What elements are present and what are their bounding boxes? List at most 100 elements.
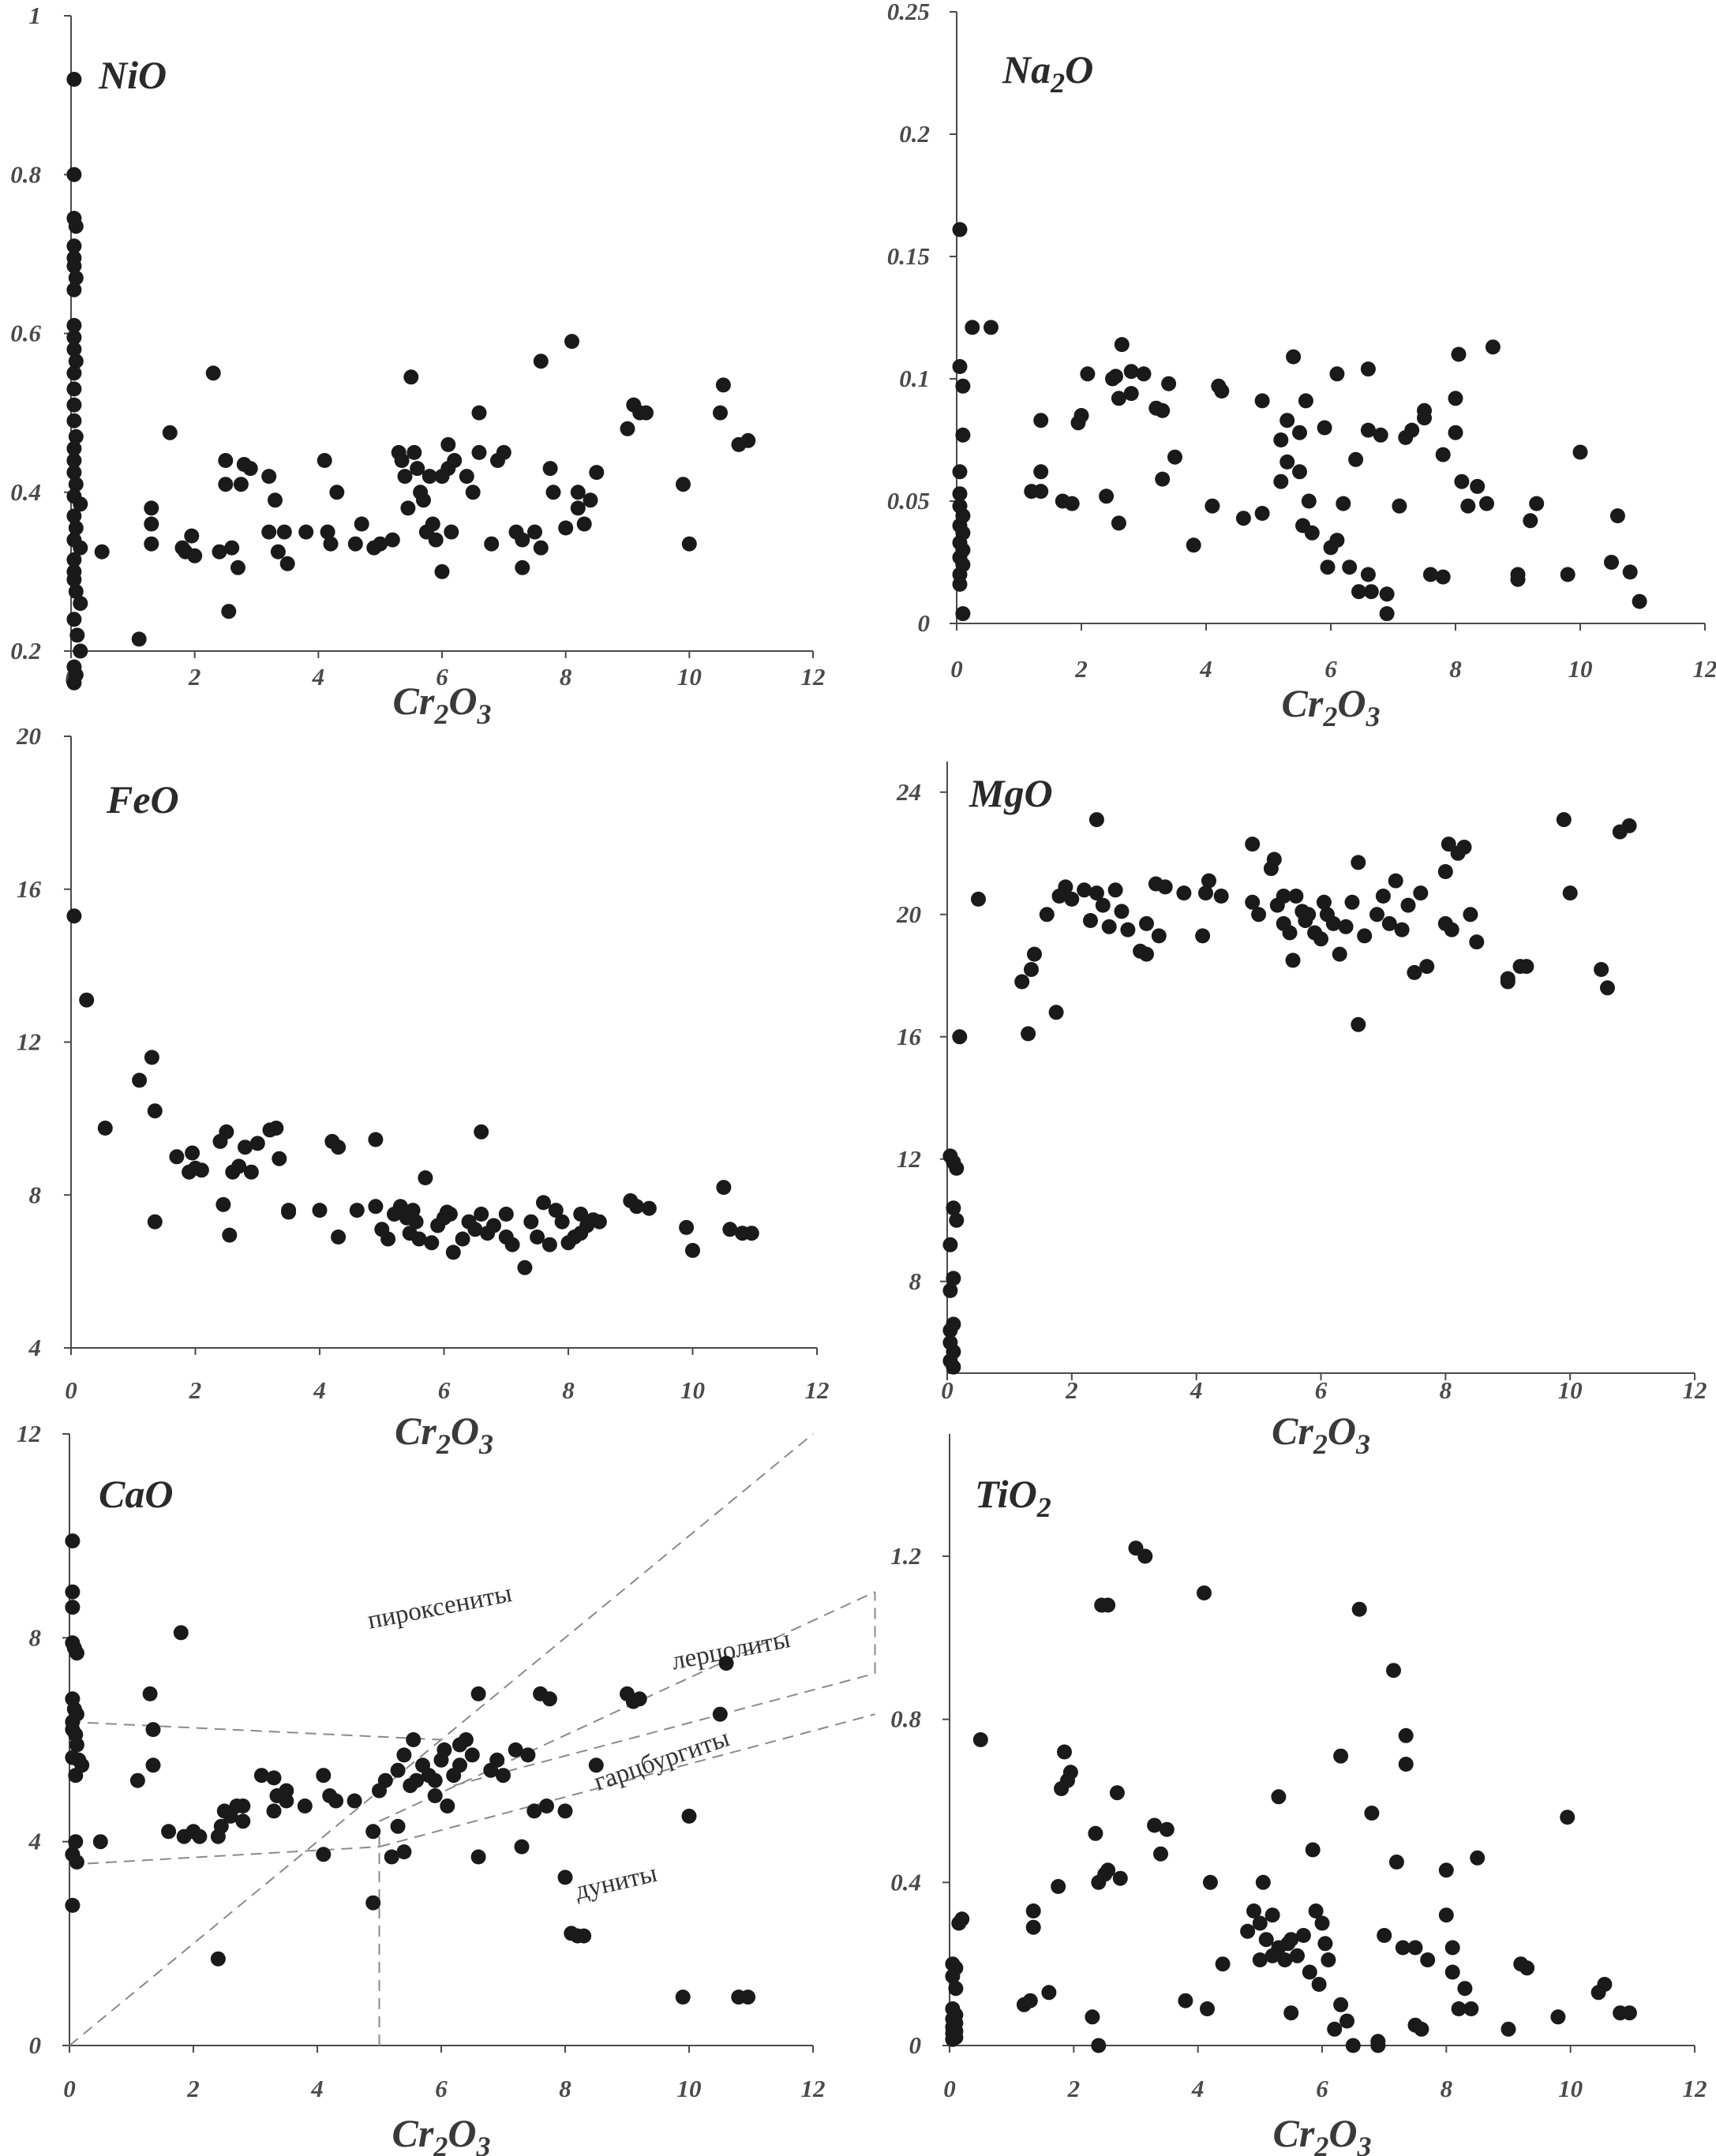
mgo-data-point — [946, 1271, 961, 1286]
na2o-data-point — [1435, 447, 1451, 462]
na2o-data-point — [1317, 420, 1332, 436]
na2o-data-point — [955, 606, 971, 622]
nio-data-point — [69, 627, 85, 643]
nio-data-point — [447, 453, 463, 468]
feo-data-point — [474, 1207, 489, 1222]
mgo-data-point — [1195, 928, 1211, 944]
na2o-x-tick-label: 6 — [1324, 655, 1337, 683]
nio-x-tick-label: 10 — [677, 663, 702, 691]
mgo-data-point — [946, 1359, 961, 1375]
cao-field-boundary — [379, 1713, 875, 1848]
cao-data-point — [279, 1783, 294, 1799]
cao-y-tick-label: 4 — [28, 1828, 42, 1855]
cao-data-point — [675, 1989, 691, 2005]
na2o-panel-title-part: Na — [1002, 47, 1051, 92]
tio2-data-point — [1202, 1874, 1218, 1890]
na2o-data-point — [1254, 506, 1270, 521]
tio2-data-point — [1147, 1817, 1163, 1833]
cao-x-tick-label: 0 — [63, 2075, 76, 2102]
mgo-x-tick-label: 4 — [1190, 1376, 1203, 1404]
nio-data-point — [66, 675, 82, 691]
cao-field-label: гарцбургиты — [590, 1724, 733, 1796]
na2o-data-point — [984, 320, 999, 335]
cao-data-point — [514, 1839, 530, 1855]
feo-data-point — [486, 1218, 501, 1233]
nio-data-point — [270, 544, 286, 560]
feo-data-point — [418, 1170, 433, 1185]
nio-data-point — [73, 596, 88, 612]
nio-y-tick-label: 0.2 — [10, 637, 41, 664]
feo-data-point — [169, 1149, 185, 1165]
na2o-data-point — [1417, 410, 1432, 426]
na2o-data-point — [1123, 364, 1139, 380]
mgo-data-point — [1285, 953, 1301, 968]
feo-data-point — [331, 1230, 347, 1245]
na2o-y-tick-label: 0.15 — [887, 242, 930, 270]
cao-data-point — [328, 1793, 344, 1809]
feo-data-point — [530, 1230, 545, 1245]
na2o-data-point — [1114, 337, 1130, 353]
feo-data-point — [222, 1227, 238, 1243]
cao-data-point — [396, 1844, 412, 1860]
feo-data-point — [144, 1050, 159, 1065]
mgo-data-point — [971, 891, 986, 907]
nio-data-point — [218, 477, 234, 492]
mgo-data-point — [1213, 889, 1229, 904]
mgo-x-tick-label: 8 — [1440, 1376, 1452, 1404]
feo-data-point — [231, 1158, 247, 1174]
tio2-panel-title-part: 2 — [1036, 1492, 1051, 1523]
tio2-data-point — [1283, 2005, 1299, 2021]
feo-data-point — [442, 1207, 458, 1222]
mgo-data-point — [1562, 885, 1578, 901]
cao-panel-title: CaO — [99, 1472, 173, 1516]
mgo-x-tick-label: 6 — [1315, 1376, 1328, 1404]
cao-data-point — [68, 1834, 84, 1850]
feo-y-tick-label: 4 — [28, 1334, 42, 1361]
na2o-data-point — [1448, 425, 1463, 440]
mgo-data-point — [1048, 1005, 1064, 1020]
feo-x-axis-title: Cr2O3 — [395, 1409, 493, 1460]
na2o-data-point — [952, 576, 968, 592]
cao-data-point — [377, 1772, 393, 1788]
tio2-data-point — [1022, 1993, 1038, 2008]
na2o-data-point — [1360, 567, 1376, 582]
feo-data-point — [467, 1222, 483, 1237]
tio2-data-point — [1457, 1981, 1473, 1997]
tio2-data-point — [1398, 1757, 1414, 1772]
cao-panel: 0 2 4 6 8 10 1204812пироксенитылерцолитыгарцбу… — [17, 1420, 876, 2156]
feo-data-point — [368, 1199, 384, 1215]
na2o-data-point — [1470, 478, 1486, 494]
tio2-data-point — [1025, 1919, 1041, 1935]
tio2-x-axis-title-part: O — [1328, 2111, 1357, 2155]
tio2-data-point — [1470, 1850, 1486, 1866]
cao-data-point — [631, 1691, 647, 1707]
na2o-data-point — [1033, 413, 1049, 429]
nio-data-point — [347, 536, 363, 552]
cao-x-tick-label: 4 — [310, 2075, 324, 2102]
na2o-data-point — [1485, 339, 1501, 355]
na2o-data-point — [1108, 369, 1123, 384]
feo-data-point — [445, 1245, 461, 1260]
na2o-data-point — [1280, 413, 1295, 429]
mgo-data-point — [1469, 934, 1485, 950]
nio-data-point — [268, 492, 283, 508]
mgo-data-point — [1088, 885, 1104, 901]
nio-data-point — [66, 238, 82, 254]
tio2-data-point — [1308, 1903, 1324, 1918]
nio-data-point — [68, 270, 84, 286]
feo-y-tick-label: 12 — [17, 1028, 41, 1056]
na2o-panel-title-part: 2 — [1050, 67, 1065, 99]
na2o-data-point — [1080, 366, 1096, 382]
nio-data-point — [533, 540, 549, 556]
nio-data-point — [317, 453, 332, 468]
cao-data-point — [69, 1855, 84, 1870]
cao-data-point — [464, 1747, 480, 1763]
tio2-x-tick-label: 2 — [1067, 2075, 1081, 2102]
na2o-data-point — [1523, 513, 1538, 529]
cao-field-boundary — [69, 1720, 442, 1741]
tio2-data-point — [945, 1968, 961, 1984]
na2o-data-point — [1099, 488, 1115, 504]
feo-data-point — [219, 1124, 234, 1140]
